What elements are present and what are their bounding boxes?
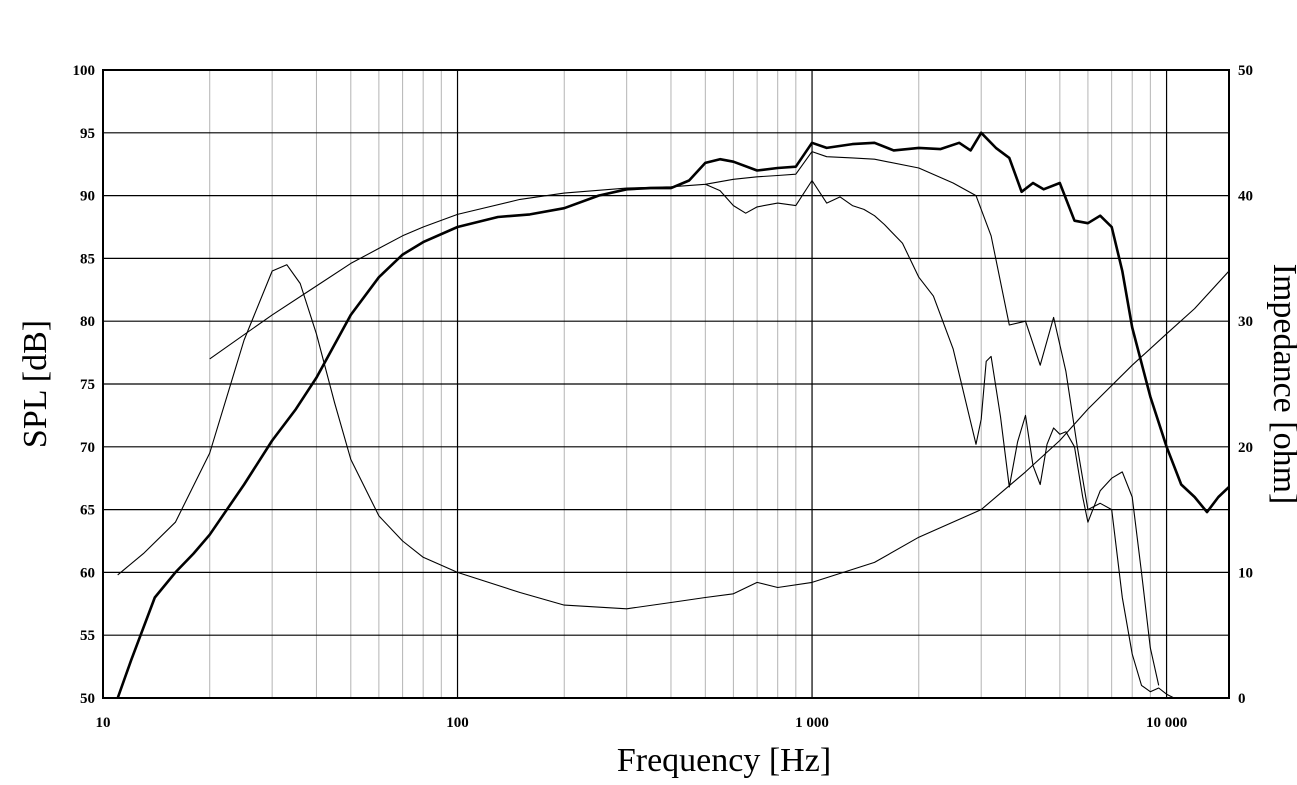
y2-tick-labels: 0 10 20 30 40 50 xyxy=(1238,63,1253,707)
y-axis-title: SPL [dB] xyxy=(17,320,54,448)
y-tick-label: 80 xyxy=(80,314,95,330)
y2-tick-label: 0 xyxy=(1238,691,1246,707)
y-tick-label: 100 xyxy=(73,63,96,79)
x-tick-labels: 10 100 1 000 10 000 xyxy=(96,715,1188,731)
x-axis-title: Frequency [Hz] xyxy=(617,742,831,779)
y-tick-label: 85 xyxy=(80,251,95,267)
x-tick-label: 100 xyxy=(446,715,469,731)
x-tick-label: 10 xyxy=(96,715,111,731)
y-tick-labels: 50 55 60 65 70 75 80 85 90 95 100 xyxy=(73,63,96,707)
y-tick-label: 60 xyxy=(80,565,95,581)
y2-tick-label: 30 xyxy=(1238,314,1253,330)
y-tick-label: 65 xyxy=(80,503,95,519)
series-layer xyxy=(116,131,1229,698)
y2-tick-label: 10 xyxy=(1238,565,1253,581)
y-tick-label: 90 xyxy=(80,189,95,205)
y-tick-label: 95 xyxy=(80,126,95,142)
y2-tick-label: 50 xyxy=(1238,63,1253,79)
y-tick-label: 75 xyxy=(80,377,95,393)
plot-frame xyxy=(102,69,1230,699)
y-tick-label: 70 xyxy=(80,440,95,456)
series-line-2 xyxy=(209,151,1175,698)
y2-tick-label: 20 xyxy=(1238,440,1253,456)
x-tick-label: 1 000 xyxy=(795,715,829,731)
series-line-3 xyxy=(705,179,1160,686)
y2-tick-label: 40 xyxy=(1238,189,1253,205)
x-tick-label: 10 000 xyxy=(1146,715,1187,731)
y-tick-label: 55 xyxy=(80,628,95,644)
series-line-4 xyxy=(117,264,1229,610)
y-tick-label: 50 xyxy=(80,691,95,707)
y2-axis-title: Impedance [ohm] xyxy=(1266,264,1297,505)
series-line-1 xyxy=(116,131,1229,698)
